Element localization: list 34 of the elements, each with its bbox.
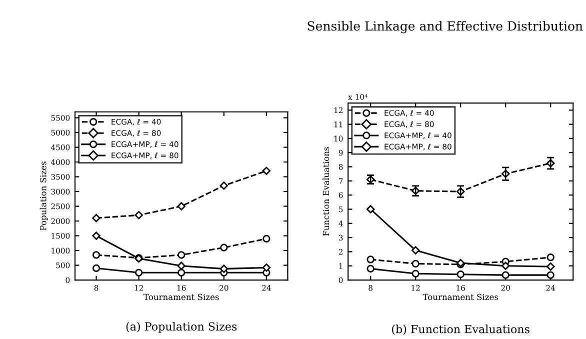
y-axis-title: Population Sizes: [40, 162, 48, 230]
point: [366, 256, 374, 264]
point: [220, 264, 228, 273]
point: [412, 260, 420, 268]
point: [177, 202, 186, 210]
point: [262, 263, 271, 272]
point: [220, 181, 228, 190]
point: [178, 268, 186, 276]
x-axis-title: Tournament Sizes: [422, 294, 498, 300]
x-axis-title: Tournament Sizes: [144, 294, 219, 300]
point: [262, 166, 271, 175]
point: [412, 270, 420, 278]
point: [177, 262, 186, 270]
point: [220, 244, 228, 252]
point: [456, 270, 464, 278]
point: [366, 264, 374, 273]
point: [92, 214, 100, 222]
point: [135, 268, 143, 276]
point: [502, 271, 510, 279]
point: [366, 205, 375, 214]
point: [92, 264, 100, 272]
text: Sensible Linkage and Effective Distribution: [308, 20, 583, 34]
point: [92, 251, 100, 259]
point: [501, 262, 510, 270]
point: [92, 232, 100, 240]
text: (b) Function Evaluations: [392, 324, 530, 335]
y-axis-title: Function Evaluations: [322, 147, 330, 236]
text: (a) Population Sizes: [126, 322, 237, 333]
point: [546, 262, 555, 271]
point: [134, 210, 143, 220]
point: [411, 246, 420, 254]
point: [178, 251, 186, 259]
point: [546, 254, 554, 262]
point: [262, 234, 270, 243]
